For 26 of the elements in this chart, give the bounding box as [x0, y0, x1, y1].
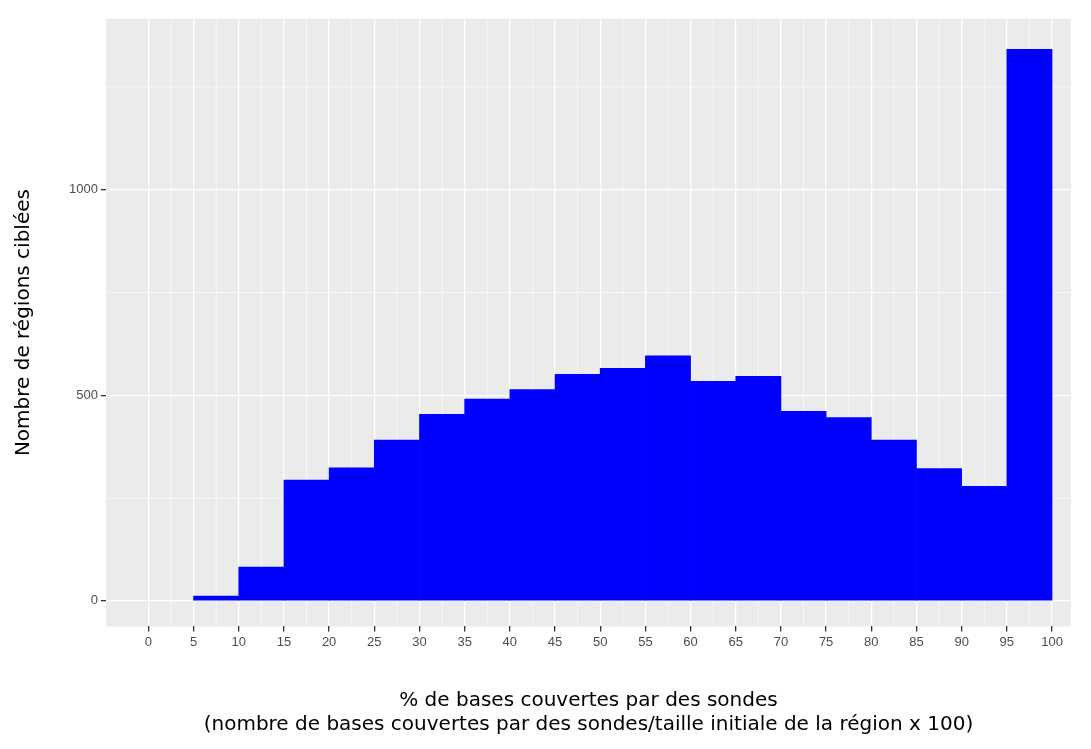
x-tick-label: 35 [457, 633, 472, 649]
x-tick-label: 45 [547, 633, 563, 649]
x-tick-label: 15 [276, 633, 292, 649]
x-tick-label: 55 [638, 633, 653, 649]
x-tick-label: 30 [412, 633, 427, 649]
y-tick-label: 500 [76, 386, 98, 402]
x-tick-label: 80 [864, 633, 879, 649]
y-tick-label: 1000 [69, 181, 98, 197]
x-tick-label: 5 [189, 633, 198, 649]
x-tick-label: 65 [728, 633, 743, 649]
y-axis-title: Nombre de régions ciblées [10, 189, 35, 457]
x-tick-label: 10 [231, 633, 246, 649]
y-tick-label: 0 [90, 592, 98, 608]
x-tick-label: 0 [144, 633, 153, 649]
x-tick-label: 100 [1041, 633, 1063, 649]
x-tick-label: 25 [367, 633, 382, 649]
x-tick-label: 90 [954, 633, 969, 649]
x-tick-label: 40 [502, 633, 518, 649]
x-tick-label: 75 [818, 633, 834, 649]
x-axis-title: % de bases couvertes par des sondes (nombre de bases couvertes par des sondes/taille initiale de la région x 100) [203, 687, 974, 736]
x-tick-label: 20 [321, 633, 337, 649]
x-tick-label: 60 [683, 633, 698, 649]
x-tick-label: 95 [999, 633, 1015, 649]
x-tick-label: 85 [909, 633, 924, 649]
x-tick-label: 70 [773, 633, 789, 649]
x-tick-label: 50 [592, 633, 608, 649]
